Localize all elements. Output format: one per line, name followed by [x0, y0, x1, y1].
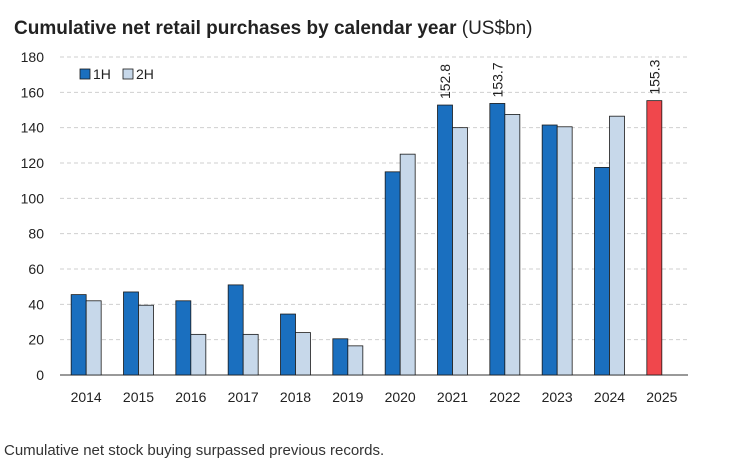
x-tick-label: 2016 — [175, 389, 206, 405]
bar-2h-2016 — [190, 333, 207, 376]
y-tick-label: 20 — [28, 332, 44, 348]
chart-title-unit: (US$bn) — [461, 18, 533, 39]
chart-title: Cumulative net retail purchases by calen… — [14, 18, 533, 40]
y-tick-label: 160 — [21, 84, 45, 100]
bar-2h-2017 — [242, 333, 259, 376]
bar-1h-2021 — [437, 104, 453, 376]
x-tick-label: 2021 — [437, 389, 468, 405]
x-tick-label: 2022 — [489, 389, 520, 405]
bar-chart: 0 20 40 60 80 100 120 140 160 180 2014 2015 2016 2017… — [21, 49, 688, 405]
y-tick-label: 180 — [21, 49, 45, 65]
bar-2h-2023 — [556, 126, 573, 376]
legend-label-2h: 2H — [136, 66, 154, 82]
bar-1h-2016 — [175, 300, 192, 376]
bar-2h-2014 — [85, 300, 102, 376]
legend-label-1h: 1H — [93, 66, 111, 82]
legend-swatch-1h — [79, 68, 91, 80]
y-tick-label: 40 — [28, 296, 44, 312]
x-tick-label: 2020 — [385, 389, 416, 405]
y-tick-label: 120 — [21, 155, 45, 171]
bar-1h-2020 — [384, 171, 401, 376]
y-tick-label: 100 — [21, 190, 45, 206]
data-label-2025: 155.3 — [646, 59, 662, 94]
bar-1h-2019 — [332, 338, 349, 376]
bar-2h-2021 — [452, 127, 468, 376]
x-tick-label: 2024 — [594, 389, 625, 405]
y-tick-label: 80 — [28, 226, 44, 242]
x-tick-label: 2023 — [542, 389, 573, 405]
bar-1h-2015 — [123, 291, 139, 376]
data-label-2021: 152.8 — [437, 64, 453, 99]
x-tick-label: 2019 — [332, 389, 363, 405]
x-tick-label: 2014 — [71, 389, 102, 405]
legend-swatch-2h — [122, 68, 134, 80]
bar-2h-2015 — [138, 304, 154, 376]
y-tick-label: 0 — [36, 367, 44, 383]
bar-1h-2024 — [594, 167, 610, 376]
bar-2h-2020 — [399, 153, 416, 376]
x-tick-label: 2017 — [228, 389, 259, 405]
bar-1h-2023 — [541, 124, 558, 376]
bar-1h-2014 — [70, 294, 87, 376]
bar-2h-2022 — [504, 114, 521, 376]
bar-1h-2018 — [280, 313, 296, 376]
bar-1h-2017 — [227, 284, 244, 376]
x-tick-label: 2015 — [123, 389, 154, 405]
x-tick-label: 2025 — [646, 389, 677, 405]
x-tick-label: 2018 — [280, 389, 311, 405]
bar-1h-2025 — [646, 100, 663, 376]
chart-caption: Cumulative net stock buying surpassed pr… — [4, 442, 385, 459]
bar-2h-2019 — [347, 345, 364, 376]
chart-title-main: Cumulative net retail purchases by calen… — [14, 18, 457, 39]
y-tick-label: 60 — [28, 261, 44, 277]
bar-1h-2022 — [489, 103, 506, 376]
bar-2h-2018 — [295, 332, 311, 376]
y-tick-label: 140 — [21, 120, 45, 136]
bar-2h-2024 — [609, 115, 625, 376]
data-label-2022: 153.7 — [489, 62, 505, 97]
